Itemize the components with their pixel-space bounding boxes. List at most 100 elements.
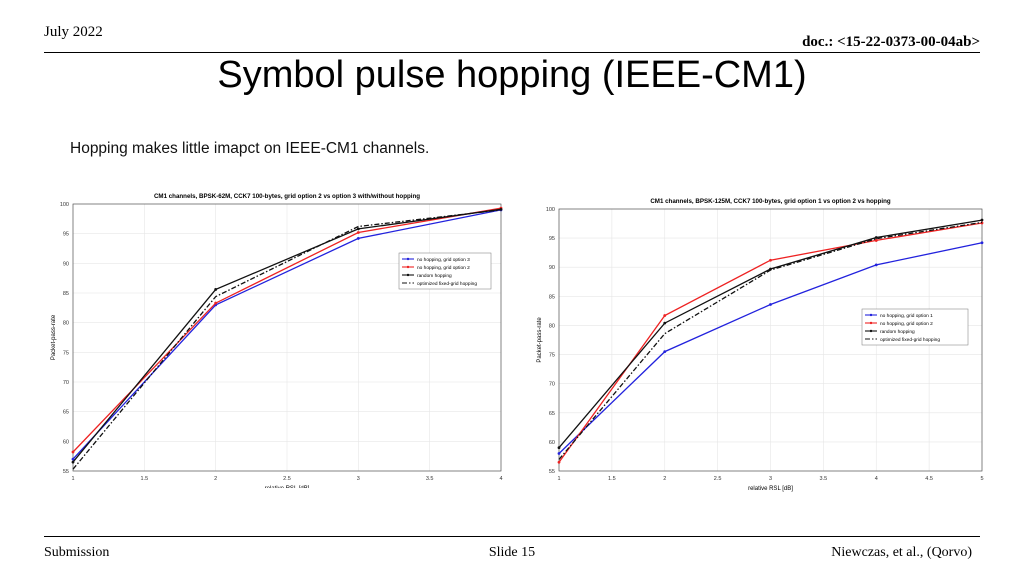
x-tick-label: 2.5 (283, 476, 291, 482)
header-divider (44, 52, 980, 53)
legend-marker (869, 313, 873, 317)
x-tick-label: 1 (71, 476, 74, 482)
chart-left: CM1 channels, BPSK-62M, CCK7 100-bytes, … (47, 190, 507, 488)
y-tick-label: 70 (549, 382, 555, 388)
y-tick-label: 80 (549, 323, 555, 329)
legend-label: random hopping (880, 329, 915, 335)
legend-label: no hopping, grid option 2 (880, 321, 933, 327)
chart-title: CM1 channels, BPSK-62M, CCK7 100-bytes, … (154, 193, 420, 200)
legend-marker (406, 273, 410, 277)
legend-marker (869, 329, 873, 333)
y-tick-label: 100 (546, 207, 555, 213)
series-line (72, 208, 502, 463)
legend-box (398, 252, 492, 290)
data-point (557, 452, 561, 455)
data-point (769, 258, 772, 262)
data-point (874, 236, 878, 239)
data-point (356, 231, 360, 234)
x-tick-label: 4 (499, 476, 502, 482)
y-tick-label: 60 (63, 439, 69, 445)
legend-label: optimized fixed-grid hopping (417, 281, 477, 287)
y-tick-label: 95 (63, 232, 69, 238)
x-tick-label: 5 (980, 476, 983, 482)
y-tick-label: 55 (63, 469, 69, 475)
data-point (356, 227, 360, 231)
y-tick-label: 65 (549, 411, 555, 417)
data-point (214, 301, 218, 305)
legend-marker (869, 321, 873, 325)
series-line (72, 207, 502, 453)
data-point (663, 350, 667, 354)
y-axis-label: Packet-pass-rate (537, 317, 543, 363)
y-tick-label: 85 (549, 294, 555, 300)
data-point (874, 263, 878, 267)
chart-svg: CM1 channels, BPSK-62M, CCK7 100-bytes, … (51, 193, 503, 488)
x-axis-label: relative RSL [dB] (748, 486, 793, 492)
data-point (663, 321, 667, 325)
legend-box (861, 308, 969, 346)
legend-label: optimized fixed-grid hopping (880, 337, 940, 343)
x-tick-label: 1.5 (141, 476, 149, 482)
chart-title: CM1 channels, BPSK-125M, CCK7 100-bytes,… (650, 198, 891, 205)
y-tick-label: 100 (60, 202, 69, 208)
data-point (356, 237, 360, 240)
chart-svg: CM1 channels, BPSK-125M, CCK7 100-bytes,… (537, 198, 984, 492)
x-tick-label: 2.5 (714, 476, 722, 482)
y-tick-label: 75 (63, 350, 69, 356)
x-axis-label: relative RSL [dB] (265, 486, 310, 488)
x-tick-label: 3 (769, 476, 772, 482)
x-tick-label: 4.5 (925, 476, 933, 482)
header-doc-id: doc.: <15-22-0373-00-04ab> (802, 34, 980, 50)
x-tick-label: 4 (875, 476, 878, 482)
data-point (214, 288, 218, 291)
footer-divider (44, 536, 980, 537)
x-tick-label: 2 (663, 476, 666, 482)
y-tick-label: 75 (549, 353, 555, 359)
data-point (557, 446, 561, 450)
data-point (980, 218, 984, 222)
data-point (663, 314, 667, 317)
x-tick-label: 2 (214, 476, 217, 482)
y-tick-label: 85 (63, 291, 69, 297)
footer-right: Niewczas, et al., (Qorvo) (831, 545, 972, 560)
legend: no hopping, grid option 3 no hopping, gri… (398, 252, 492, 290)
y-tick-label: 70 (63, 380, 69, 386)
plot-frame (72, 203, 502, 472)
slide-title: Symbol pulse hopping (IEEE-CM1) (217, 54, 807, 96)
data-point (71, 457, 75, 461)
chart-right: CM1 channels, BPSK-125M, CCK7 100-bytes,… (536, 188, 996, 494)
data-point (71, 450, 75, 454)
header-date: July 2022 (44, 24, 103, 40)
data-point (71, 460, 75, 464)
x-tick-label: 1.5 (608, 476, 616, 482)
y-tick-label: 95 (549, 236, 555, 242)
data-point (769, 303, 772, 306)
legend: no hopping, grid option 1 no hopping, gri… (861, 308, 969, 346)
legend-label: no hopping, grid option 1 (880, 313, 933, 319)
y-tick-label: 55 (549, 469, 555, 475)
data-point (980, 241, 984, 245)
x-tick-label: 3 (357, 476, 360, 482)
series-line (72, 209, 502, 470)
y-tick-label: 90 (549, 265, 555, 271)
slide-subtitle: Hopping makes little imapct on IEEE-CM1 … (70, 140, 430, 157)
data-point (874, 239, 878, 242)
y-tick-label: 80 (63, 321, 69, 327)
legend-label: no hopping, grid option 2 (417, 265, 470, 271)
x-tick-label: 3.5 (426, 476, 434, 482)
y-tick-label: 90 (63, 261, 69, 267)
legend-label: no hopping, grid option 3 (417, 257, 470, 263)
footer-left: Submission (44, 545, 110, 560)
plot-frame (558, 208, 983, 472)
x-tick-label: 3.5 (820, 476, 828, 482)
footer-slide-number: Slide 15 (488, 545, 536, 560)
legend-marker (406, 265, 410, 269)
legend-marker (406, 257, 410, 261)
data-point (557, 460, 561, 464)
legend-label: random hopping (417, 273, 452, 279)
series-line (558, 221, 983, 460)
x-tick-label: 1 (557, 476, 560, 482)
y-tick-label: 65 (63, 410, 69, 416)
y-axis-label: Packet-pass-rate (51, 314, 57, 360)
y-tick-label: 60 (549, 440, 555, 446)
